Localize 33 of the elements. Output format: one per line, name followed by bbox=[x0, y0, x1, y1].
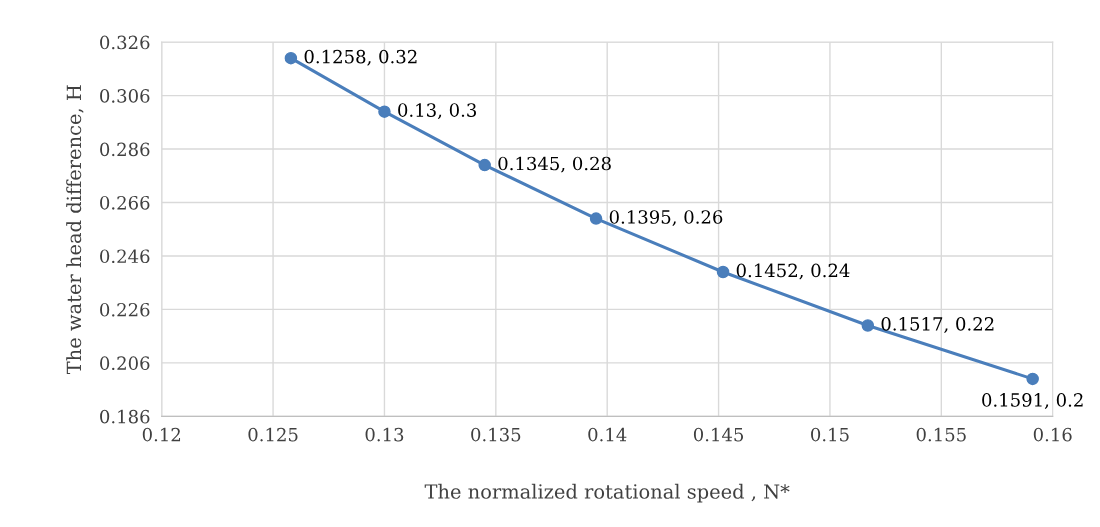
point bbox=[716, 265, 730, 279]
data-label: 0.1591, 0.2 bbox=[982, 393, 1083, 409]
x-axis-title: The normalized rotational speed , N* bbox=[424, 483, 790, 503]
y-tick-label: 0.206 bbox=[100, 356, 150, 370]
y-tick-label: 0.226 bbox=[100, 302, 150, 317]
x-tick-label: 0.145 bbox=[693, 427, 744, 442]
y-tick-label: 0.306 bbox=[100, 89, 150, 103]
x-tick-label: 0.13 bbox=[365, 427, 404, 442]
data-label: 0.1452, 0.24 bbox=[736, 263, 850, 280]
y-tick-label: 0.286 bbox=[100, 142, 150, 157]
x-tick-label: 0.15 bbox=[811, 427, 849, 442]
point bbox=[1026, 372, 1039, 386]
x-tick-label: 0.155 bbox=[916, 427, 966, 442]
data-label: 0.1517, 0.22 bbox=[881, 317, 994, 333]
y-tick-label: 0.186 bbox=[100, 409, 150, 424]
data-label: 0.13, 0.3 bbox=[398, 103, 477, 120]
data-label: 0.1345, 0.28 bbox=[498, 156, 611, 173]
x-tick-label: 0.12 bbox=[142, 427, 181, 442]
x-tick-label: 0.135 bbox=[471, 427, 521, 442]
y-axis-title: The water head difference, H bbox=[66, 85, 84, 375]
point bbox=[284, 51, 298, 65]
point bbox=[861, 319, 875, 332]
y-tick-label: 0.246 bbox=[100, 249, 150, 264]
point bbox=[589, 212, 603, 225]
point bbox=[378, 105, 391, 118]
data-label: 0.1395, 0.26 bbox=[609, 210, 723, 226]
data-label: 0.1258, 0.32 bbox=[304, 49, 417, 66]
x-tick-label: 0.125 bbox=[248, 427, 298, 442]
x-tick-label: 0.14 bbox=[588, 427, 627, 442]
y-tick-label: 0.326 bbox=[100, 35, 150, 50]
x-tick-label: 0.16 bbox=[1033, 427, 1072, 442]
y-tick-label: 0.266 bbox=[100, 195, 150, 210]
point bbox=[478, 158, 491, 172]
